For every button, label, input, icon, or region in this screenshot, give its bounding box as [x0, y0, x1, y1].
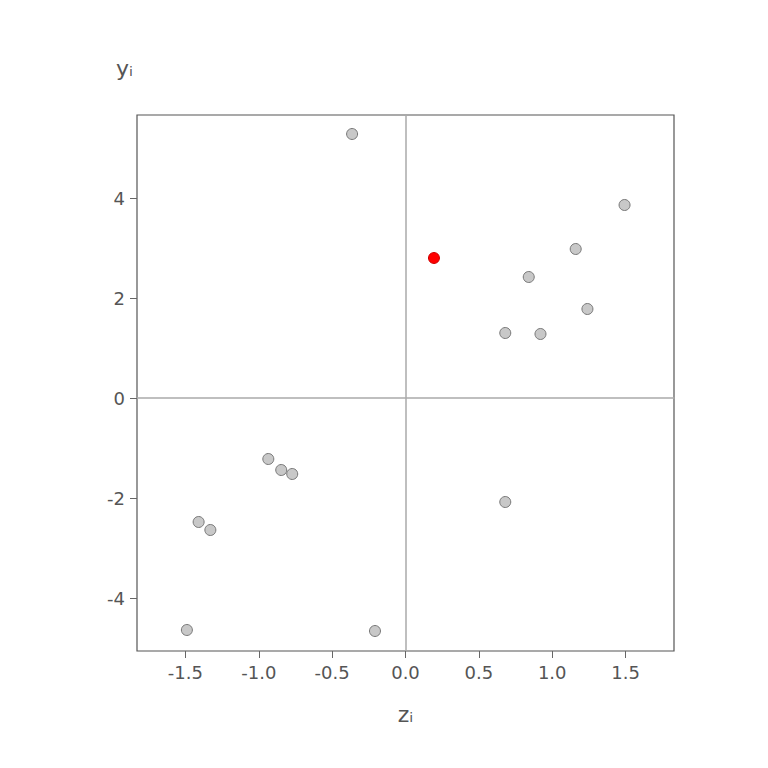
svg-text:0: 0 [114, 388, 125, 409]
svg-text:-2: -2 [107, 488, 125, 509]
svg-text:zᵢ: zᵢ [398, 702, 413, 727]
svg-text:yᵢ: yᵢ [116, 56, 133, 81]
svg-text:1.5: 1.5 [611, 662, 640, 683]
svg-text:-1.5: -1.5 [168, 662, 203, 683]
svg-text:4: 4 [114, 188, 125, 209]
svg-text:2: 2 [114, 288, 125, 309]
svg-text:-0.5: -0.5 [315, 662, 350, 683]
svg-text:-4: -4 [107, 588, 125, 609]
svg-text:0.5: 0.5 [465, 662, 494, 683]
svg-text:1.0: 1.0 [538, 662, 567, 683]
svg-text:0.0: 0.0 [391, 662, 420, 683]
svg-text:-1.0: -1.0 [241, 662, 276, 683]
